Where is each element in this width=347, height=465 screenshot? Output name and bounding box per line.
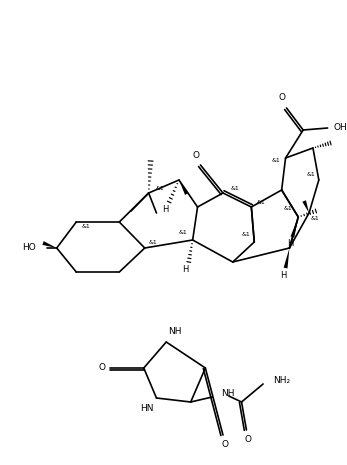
Text: &1: &1 [82, 225, 91, 230]
Text: &1: &1 [271, 159, 280, 164]
Text: NH: NH [221, 388, 235, 398]
Polygon shape [302, 200, 309, 213]
Text: O: O [278, 93, 285, 102]
Text: &1: &1 [284, 206, 293, 212]
Text: H: H [183, 265, 189, 273]
Text: &1: &1 [156, 186, 165, 191]
Text: O: O [98, 364, 105, 372]
Text: &1: &1 [257, 199, 265, 205]
Text: H: H [280, 271, 287, 279]
Text: O: O [192, 151, 199, 159]
Text: O: O [221, 439, 228, 449]
Text: O: O [245, 434, 252, 444]
Text: &1: &1 [148, 239, 157, 245]
Text: NH₂: NH₂ [273, 376, 290, 385]
Polygon shape [179, 180, 188, 195]
Text: OH: OH [333, 124, 347, 133]
Polygon shape [290, 217, 298, 238]
Text: &1: &1 [242, 232, 251, 237]
Text: &1: &1 [230, 186, 239, 191]
Text: NH: NH [168, 327, 182, 337]
Polygon shape [283, 248, 289, 268]
Text: &1: &1 [307, 172, 315, 177]
Polygon shape [42, 241, 57, 248]
Text: HN: HN [140, 404, 153, 412]
Text: H: H [162, 205, 168, 213]
Text: HO: HO [23, 244, 36, 252]
Text: H: H [287, 239, 294, 248]
Text: &1: &1 [178, 230, 187, 234]
Text: &1: &1 [311, 215, 319, 220]
